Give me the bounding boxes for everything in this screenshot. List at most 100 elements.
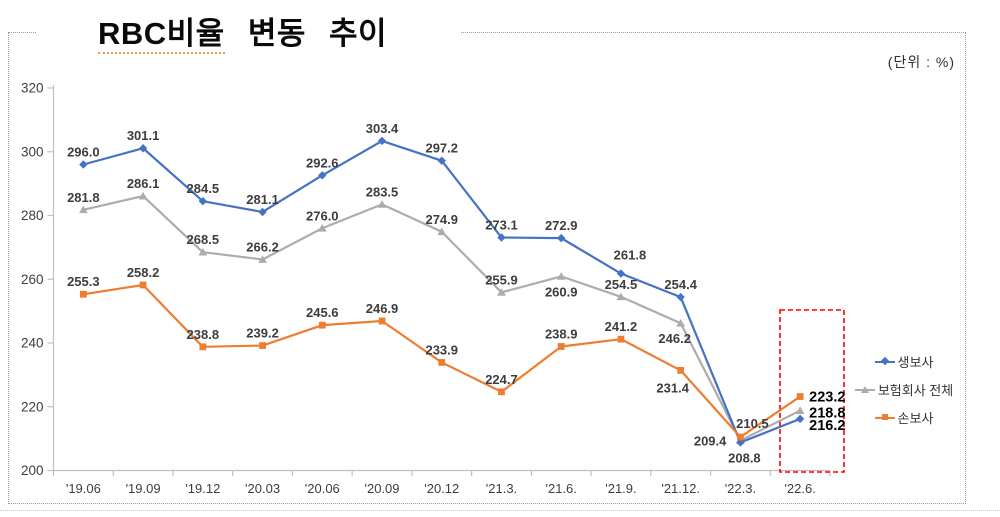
marker-square — [796, 393, 804, 400]
data-label: 266.2 — [246, 239, 279, 254]
marker-diamond — [138, 144, 148, 153]
data-label: 246.2 — [658, 331, 691, 346]
data-label: 210.5 — [736, 416, 769, 431]
x-axis-tick-label: '19.06 — [66, 481, 101, 496]
triangle-icon — [860, 386, 869, 393]
data-label: 276.0 — [306, 208, 339, 223]
marker-square — [557, 343, 565, 350]
legend-item-bohyeomhoesa-jeonche: 보험회사 전체 — [854, 380, 953, 399]
marker-square — [438, 359, 446, 366]
data-label: 245.6 — [306, 305, 339, 320]
data-label: 261.8 — [614, 248, 647, 263]
legend-label: 생보사 — [897, 355, 934, 370]
marker-square — [498, 388, 505, 396]
chart-title-rest-part: 변동 추이 — [247, 16, 388, 51]
x-axis-tick-label: '22.6. — [784, 481, 815, 496]
x-axis-tick-label: '21.12. — [661, 481, 700, 496]
data-label: 258.2 — [127, 265, 160, 280]
marker-triangle — [138, 191, 148, 200]
data-label: 224.7 — [485, 372, 518, 387]
data-label: 209.4 — [694, 434, 727, 449]
data-label: 284.5 — [187, 181, 220, 196]
data-label: 254.5 — [605, 277, 638, 292]
marker-diamond — [616, 269, 626, 278]
marker-square — [617, 335, 625, 343]
legend-item-saengbosa: 생보사 — [874, 352, 934, 371]
marker-square — [318, 321, 326, 329]
chart-legend: 생보사 보험회사 전체 손보사 — [852, 352, 956, 427]
data-label: 274.9 — [425, 212, 458, 227]
marker-triangle — [556, 272, 566, 280]
square-icon — [881, 414, 888, 420]
marker-diamond — [437, 156, 446, 165]
data-label: 283.5 — [366, 184, 399, 199]
marker-square — [677, 367, 685, 374]
marker-triangle — [676, 319, 686, 327]
legend-label: 손보사 — [897, 411, 934, 426]
outer-dotted-border — [8, 32, 966, 504]
data-label: 218.8 — [809, 406, 845, 422]
marker-square — [737, 433, 744, 441]
marker-square — [259, 342, 266, 349]
x-axis-tick-label: '22.3. — [725, 481, 756, 496]
data-label: 255.9 — [485, 272, 518, 287]
data-label: 272.9 — [545, 218, 578, 233]
data-label: 231.4 — [656, 380, 689, 395]
x-axis-tick-label: '19.12 — [185, 481, 220, 496]
data-label: 296.0 — [67, 145, 100, 160]
y-axis-tick-label: 240 — [21, 336, 44, 351]
data-label: 254.4 — [664, 277, 697, 292]
y-axis-tick-label: 300 — [21, 144, 44, 159]
data-label: 216.2 — [809, 418, 845, 434]
data-label: 281.1 — [246, 192, 279, 207]
y-axis-tick-label: 260 — [21, 272, 44, 287]
marker-diamond — [198, 196, 208, 206]
chart-title-box: RBC비율 변동 추이 — [36, 0, 460, 54]
marker-triangle — [78, 205, 88, 214]
marker-diamond — [557, 233, 566, 243]
marker-diamond — [497, 233, 506, 242]
marker-triangle — [795, 406, 805, 414]
marker-triangle — [258, 255, 267, 263]
legend-line-diamond-icon — [874, 356, 895, 366]
data-label: 233.9 — [425, 342, 458, 357]
marker-diamond — [318, 171, 327, 180]
page-bottom-dotted-line — [0, 510, 1000, 511]
data-label: 239.2 — [246, 326, 279, 341]
y-axis-tick-label: 280 — [21, 208, 44, 223]
data-label: 297.2 — [425, 141, 458, 156]
x-axis-tick-label: '20.09 — [365, 481, 400, 496]
legend-line-triangle-icon — [854, 385, 875, 394]
marker-triangle — [437, 227, 447, 236]
data-label: 255.3 — [67, 274, 100, 289]
highlight-dashed-box — [779, 309, 845, 473]
marker-square — [139, 281, 147, 289]
legend-line-square-icon — [874, 413, 895, 422]
x-axis-tick-label: '20.06 — [305, 481, 340, 496]
legend-item-sonbosa: 손보사 — [874, 408, 934, 427]
y-axis-tick-label: 200 — [21, 463, 44, 478]
x-axis-tick-label: '21.6. — [546, 481, 577, 496]
data-label: 238.8 — [187, 327, 220, 342]
data-label: 303.4 — [366, 121, 399, 136]
marker-triangle — [317, 224, 327, 232]
data-label: 208.8 — [728, 450, 761, 465]
x-axis-tick-label: '20.12 — [424, 481, 459, 496]
marker-square — [199, 343, 207, 351]
x-axis-tick-label: '20.03 — [245, 481, 280, 496]
data-label: 246.9 — [366, 301, 399, 316]
marker-triangle — [497, 288, 506, 296]
diamond-icon — [880, 356, 889, 366]
x-axis-tick-label: '19.09 — [126, 481, 161, 496]
y-axis-tick-label: 320 — [21, 81, 44, 96]
data-label: 273.1 — [485, 217, 518, 232]
data-label: 238.9 — [545, 327, 578, 342]
marker-diamond — [79, 160, 88, 169]
chart-title: RBC비율 변동 추이 — [98, 8, 388, 54]
data-label: 286.1 — [127, 176, 160, 191]
data-label: 292.6 — [306, 155, 339, 170]
data-label: 223.2 — [809, 390, 845, 406]
data-label: 260.9 — [545, 284, 578, 299]
